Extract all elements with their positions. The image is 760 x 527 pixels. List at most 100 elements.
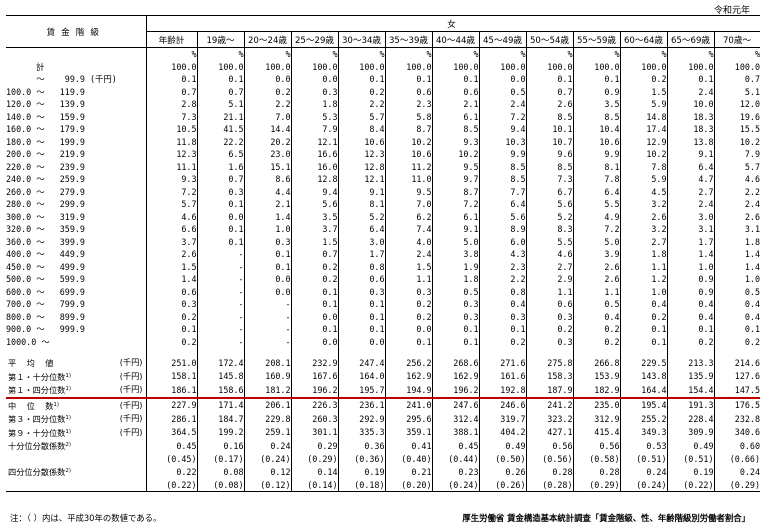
value-cell: 5.3 — [291, 110, 339, 123]
value-cell: 0.36 — [338, 439, 386, 453]
value-cell: 6.5 — [197, 148, 245, 161]
wage-band-row: 400.0 ～ 449.9 2.6-0.1 0.7 1.7 2.4 3.8 4.3 4.6 3.… — [6, 248, 760, 261]
value-cell: 0.5 — [479, 85, 527, 98]
value-cell: 7.9 — [744, 149, 760, 159]
row-label: 180.0 ～ 199.9 — [6, 135, 147, 148]
value-cell: 323.2 — [526, 412, 574, 426]
value-cell: 9.9 — [573, 148, 621, 161]
value-cell: 0.5 — [744, 286, 760, 297]
value-cell: 135.9 — [667, 369, 715, 383]
value-cell: 0.53 — [620, 439, 668, 453]
unit-label: (千円) — [119, 426, 143, 437]
value-cell: 12.8 — [291, 173, 339, 186]
footnote-marker: 2) — [65, 442, 71, 448]
value-cell: 12.9 — [620, 135, 668, 148]
value-cell: 0.1 — [667, 323, 715, 336]
value-cell: 206.1 — [244, 397, 292, 412]
row-label: 280.0 ～ 299.9 — [6, 198, 147, 211]
wage-band-row: 600.0 ～ 699.9 0.6-0.0 0.1 0.3 0.3 0.5 0.8 1.1 1.… — [6, 285, 760, 298]
row-label — [6, 348, 147, 356]
stat-label: 第３・四分位数 — [8, 414, 66, 424]
value-cell: 6.4 — [479, 198, 527, 211]
value-cell: 5.0 — [432, 235, 480, 248]
value-cell: 309.9 — [667, 425, 715, 439]
value-cell: 5.1 — [744, 86, 760, 97]
value-cell: 0.1 — [432, 335, 480, 348]
value-cell: 7.3 — [526, 173, 574, 186]
value-cell: 10.3 — [479, 135, 527, 148]
value-cell: 0.1 — [620, 323, 668, 336]
value-cell: 145.8 — [197, 369, 245, 383]
value-cell: 162.9 — [432, 369, 480, 383]
age-group-header: 年齢計 — [145, 31, 198, 48]
value-cell: 100.0 — [667, 60, 715, 73]
row-label: 四分位分散係数2) — [6, 465, 147, 479]
value-cell: 12.8 — [338, 160, 386, 173]
value-cell: (0.56) — [526, 452, 574, 465]
value-cell: (0.17) — [197, 452, 245, 465]
age-group-header: 20～24歳 — [243, 31, 292, 48]
value-cell: 0.1 — [197, 73, 245, 86]
wage-band-row: 160.0 ～ 179.9 10.5 41.5 14.4 7.9 8.4 8.7 8.5 9.4… — [6, 123, 760, 136]
value-cell: (0.20) — [385, 478, 433, 492]
value-cell: 1.4 — [244, 210, 292, 223]
value-cell: 196.2 — [291, 383, 339, 399]
wage-band-row: 900.0 ～ 999.9 0.1- -0.1 0.1 0.0 0.1 0.1 0.2 0.2 0… — [6, 323, 760, 336]
value-cell: - — [197, 248, 245, 261]
value-cell: 11.1 — [146, 160, 198, 173]
value-cell: 5.6 — [479, 210, 527, 223]
value-cell: (0.24) — [244, 452, 292, 465]
value-cell: - — [244, 323, 292, 336]
value-cell: 0.23 — [432, 465, 480, 479]
value-cell: 235.0 — [573, 397, 621, 412]
value-cell: 312.4 — [432, 412, 480, 426]
value-cell: 10.2 — [620, 148, 668, 161]
spacer-row — [6, 348, 760, 356]
value-cell: 0.1 — [620, 335, 668, 348]
value-cell — [526, 348, 574, 356]
statistic-row: 平 均 値 (千円) 251.0 172.4 208.1 232.9 247.4 256.2 2… — [6, 356, 760, 370]
value-cell: % — [385, 47, 433, 61]
value-cell: 2.6 — [146, 248, 198, 261]
value-cell: 182.9 — [573, 383, 621, 399]
row-label: 450.0 ～ 499.9 — [6, 260, 147, 273]
value-cell: 181.2 — [244, 383, 292, 399]
value-cell: 5.7 — [338, 110, 386, 123]
value-cell: 0.41 — [385, 439, 433, 453]
value-cell: 0.2 — [620, 310, 668, 323]
value-cell: 292.9 — [338, 412, 386, 426]
value-cell: (0.24) — [432, 478, 480, 492]
value-cell: 8.3 — [526, 223, 574, 236]
value-cell: 1.4 — [667, 248, 715, 261]
value-cell: 3.5 — [573, 98, 621, 111]
value-cell: 6.7 — [526, 185, 574, 198]
value-cell: 2.6 — [573, 260, 621, 273]
value-cell: 9.9 — [479, 148, 527, 161]
row-label: 220.0 ～ 239.9 — [6, 160, 147, 173]
value-cell: 100.0 — [291, 60, 339, 73]
value-cell: 0.1 — [338, 298, 386, 311]
value-cell: 11.8 — [146, 135, 198, 148]
value-cell: 0.29 — [291, 439, 339, 453]
statistic-row: (0.22) (0.08) (0.12) (0.14) (0.18) (0.20) (0.2… — [6, 478, 760, 492]
value-cell: 21.1 — [197, 110, 245, 123]
value-cell: 286.1 — [146, 412, 198, 426]
value-cell: 199.2 — [197, 425, 245, 439]
value-cell: 1.6 — [197, 160, 245, 173]
wage-band-row: ～ 99.9 (千円) 0.1 0.1 0.0 0.0 0.1 0.1 0.1 0.0 0.1 0.… — [6, 73, 760, 86]
source-credit: 厚生労働省 賃金構造基本統計調査「賃金階級、性、年齢階級別労働者割合」 — [462, 513, 750, 523]
value-cell: (0.28) — [526, 478, 574, 492]
value-cell: 0.1 — [291, 323, 339, 336]
value-cell: 0.7 — [146, 85, 198, 98]
value-cell: 1.4 — [744, 249, 760, 259]
table-document: 令和元年 賃金階級 女 年齢計 19歳～ 20～24歳 25～29歳 30～34歳 35～… — [6, 0, 760, 527]
value-cell: 100.0 — [432, 60, 480, 73]
value-cell: 0.4 — [667, 310, 715, 323]
value-cell: 100.0 — [338, 60, 386, 73]
value-cell: 0.7 — [526, 85, 574, 98]
value-cell: 1.1 — [573, 285, 621, 298]
stat-label: 第９・十分位数 — [8, 427, 66, 438]
age-group-header: 70歳～ — [713, 31, 760, 48]
value-cell: 0.2 — [479, 335, 527, 348]
value-cell: 1.8 — [620, 248, 668, 261]
